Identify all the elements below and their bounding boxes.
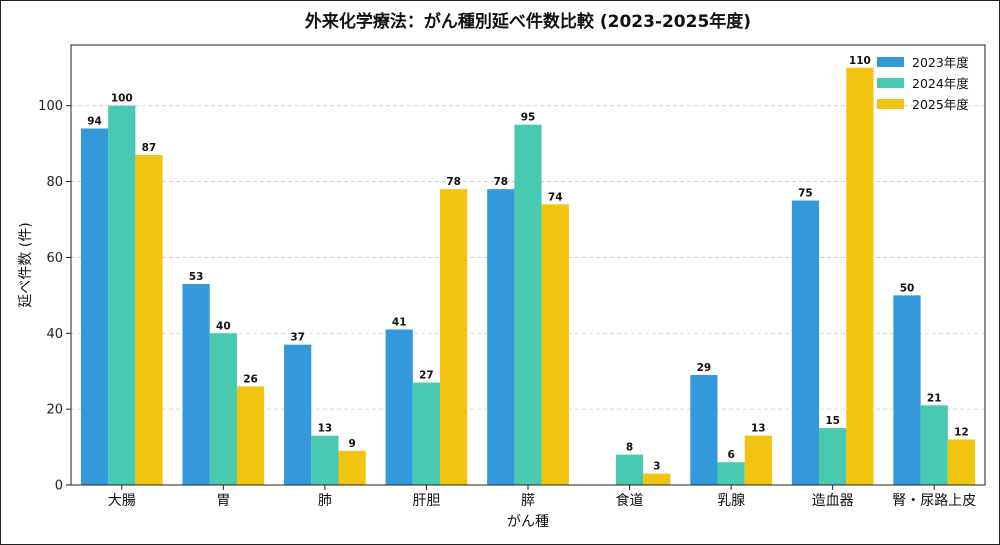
- data-label: 27: [419, 370, 434, 382]
- bar: [514, 124, 542, 485]
- bar: [412, 382, 441, 485]
- x-axis-ticks: 大腸 胃 肺 肝胆 膵 食道 乳腺 造血器 腎・尿路上皮: [108, 485, 976, 509]
- y-tick-label: 60: [46, 251, 63, 266]
- y-axis-label: 延べ件数 (件): [18, 222, 34, 307]
- x-tick-label: 乳腺: [717, 493, 745, 509]
- legend-swatch: [877, 78, 904, 88]
- x-tick-label: 大腸: [108, 493, 136, 509]
- bar: [690, 375, 718, 485]
- bar: [80, 128, 109, 485]
- data-label: 15: [825, 415, 840, 427]
- data-label: 40: [216, 320, 231, 332]
- x-tick-label: 胃: [216, 493, 230, 509]
- data-label: 13: [318, 423, 333, 435]
- x-tick-label: 肺: [318, 493, 332, 509]
- bar: [182, 283, 210, 485]
- y-tick-label: 100: [38, 99, 63, 114]
- data-label: 110: [849, 55, 871, 67]
- bar: [846, 67, 874, 486]
- data-label: 78: [493, 176, 508, 188]
- legend-label: 2024年度: [912, 76, 969, 91]
- bar: [744, 435, 772, 485]
- data-label: 95: [521, 112, 536, 124]
- x-tick-label: 腎・尿路上皮: [892, 493, 976, 509]
- data-label: 87: [142, 142, 157, 154]
- legend-swatch: [877, 99, 904, 109]
- data-label: 3: [653, 461, 660, 473]
- bar: [487, 189, 515, 485]
- data-label: 13: [751, 423, 766, 435]
- bar: [108, 105, 136, 486]
- bar: [819, 428, 847, 485]
- chart-title: 外来化学療法：がん種別延べ件数比較 (2023-2025年度): [305, 11, 751, 32]
- data-label: 8: [626, 442, 633, 454]
- y-axis-ticks: 0 20 40 60 80 100: [38, 99, 71, 494]
- bar: [440, 189, 468, 485]
- x-tick-label: 食道: [616, 492, 644, 509]
- bar: [615, 454, 644, 485]
- y-tick-label: 80: [46, 175, 63, 190]
- bar: [135, 155, 163, 485]
- x-axis-label: がん種: [507, 514, 549, 530]
- bar: [947, 439, 976, 485]
- bar: [643, 473, 671, 485]
- bar: [236, 386, 265, 485]
- bar: [385, 329, 413, 485]
- data-label: 6: [727, 449, 734, 461]
- data-label: 9: [348, 438, 355, 450]
- bar: [209, 333, 237, 485]
- y-tick-label: 0: [55, 479, 63, 494]
- legend-label: 2023年度: [912, 55, 969, 70]
- bar: [920, 405, 948, 485]
- legend-swatch: [877, 57, 904, 67]
- legend-label: 2025年度: [912, 97, 969, 112]
- data-label: 100: [111, 93, 133, 105]
- bar: [717, 462, 745, 485]
- bar: [284, 344, 312, 485]
- bar: [893, 295, 921, 485]
- x-tick-label: 肝胆: [412, 493, 440, 509]
- data-label: 78: [446, 176, 461, 188]
- data-labels: 94 100 87 53 40 26 37 13 9 41 27 78 78 95 74 8 3 29 6 13 75 1…: [87, 55, 969, 473]
- data-label: 94: [87, 115, 102, 127]
- y-tick-label: 40: [46, 327, 63, 342]
- data-label: 12: [954, 426, 969, 438]
- bars: [80, 67, 976, 486]
- data-label: 26: [243, 373, 258, 385]
- bar: [311, 435, 339, 485]
- data-label: 29: [697, 362, 712, 374]
- data-label: 21: [927, 392, 942, 404]
- bar: [791, 200, 820, 485]
- legend: 2023年度 2024年度 2025年度: [877, 55, 969, 112]
- data-label: 53: [189, 271, 204, 283]
- bar: [338, 450, 366, 485]
- bar: [541, 204, 569, 485]
- x-tick-label: 造血器: [812, 493, 854, 509]
- data-label: 74: [548, 191, 563, 203]
- data-label: 50: [900, 282, 915, 294]
- data-label: 75: [798, 188, 813, 200]
- x-tick-label: 膵: [521, 493, 535, 509]
- y-tick-label: 20: [46, 403, 63, 418]
- data-label: 41: [392, 316, 407, 328]
- data-label: 37: [290, 332, 305, 344]
